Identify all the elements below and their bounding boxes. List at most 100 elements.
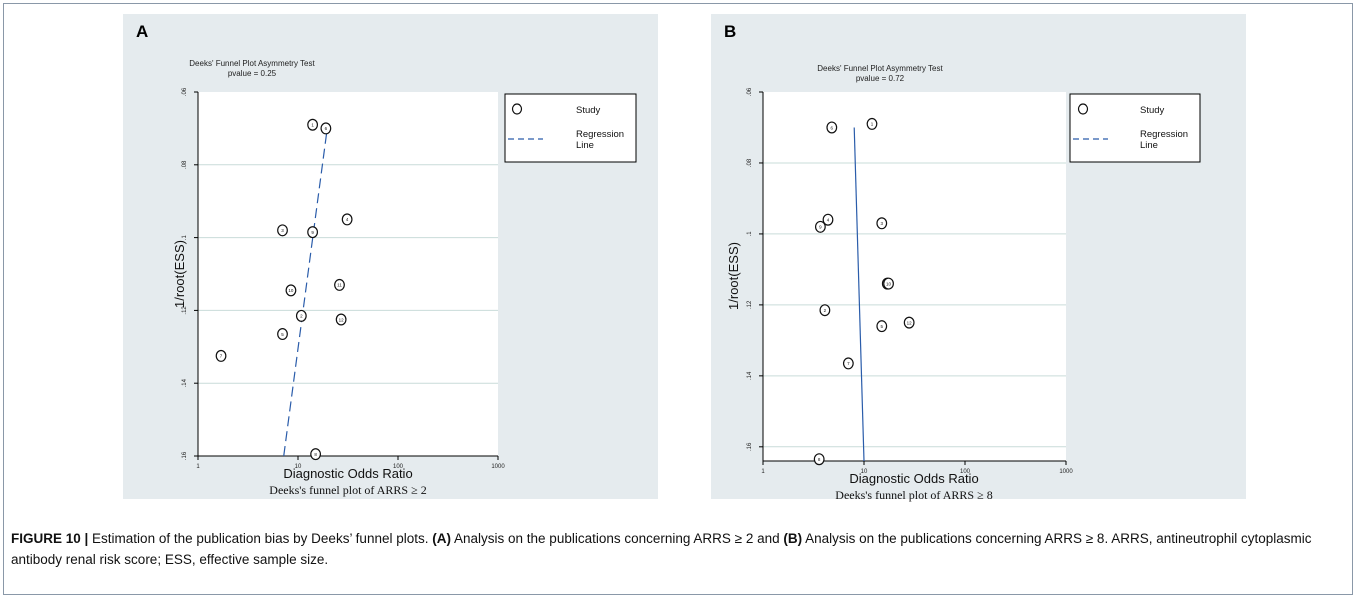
study-point-7: 7 [215, 349, 227, 362]
panel-b-regression-line [853, 127, 865, 462]
study-label: 3 [881, 221, 884, 226]
panel-a-legend-regression: Regression [576, 129, 624, 140]
study-marker [814, 220, 826, 233]
study-marker [320, 122, 332, 135]
regression-line [853, 127, 865, 462]
study-point-4: 4 [341, 213, 353, 226]
study-label: 8 [818, 457, 821, 462]
study-point-9: 9 [307, 226, 319, 239]
study-point-6: 6 [320, 122, 332, 135]
y-tick-label: .08 [747, 158, 753, 167]
x-tick-label: 1000 [491, 464, 505, 470]
study-point-3: 3 [876, 217, 888, 230]
x-tick-label: 100 [960, 469, 971, 475]
study-marker [215, 349, 227, 362]
study-marker [277, 328, 288, 341]
study-label: 4 [827, 218, 830, 223]
y-tick-label: .12 [182, 306, 188, 315]
study-marker [335, 313, 347, 326]
panel-a-label: A [136, 22, 148, 41]
panel-a-legend-line: Line [576, 140, 594, 151]
study-label: 5 [881, 324, 884, 329]
y-tick-label: .06 [182, 87, 188, 96]
study-label: 8 [314, 452, 317, 457]
study-marker [341, 213, 353, 226]
panel-a-subtitle: pvalue = 0.25 [228, 69, 277, 78]
study-point-5: 5 [876, 320, 888, 333]
x-tick-label: 1 [196, 464, 200, 470]
panel-b-legend-study: Study [1140, 105, 1165, 116]
study-point-11: 11 [334, 278, 345, 291]
panel-b-legend-regression: Regression [1140, 129, 1188, 140]
study-marker [876, 320, 888, 333]
study-label: 6 [325, 126, 328, 131]
caption-a-label: (A) [432, 531, 451, 546]
y-tick-label: .16 [747, 442, 753, 451]
caption-b-label: (B) [783, 531, 803, 546]
study-point-7: 7 [842, 357, 854, 370]
study-point-6: 6 [826, 121, 838, 134]
y-tick-label: .12 [747, 300, 753, 309]
study-marker [822, 213, 834, 226]
y-tick-label: .14 [747, 371, 753, 380]
study-label: 5 [281, 332, 284, 337]
study-point-3: 3 [277, 224, 288, 237]
study-label: 2 [824, 308, 827, 313]
panel-a-axes [197, 92, 498, 457]
study-point-1: 1 [866, 117, 878, 130]
y-tick-label: .14 [182, 378, 188, 387]
panel-b-legend-line: Line [1140, 140, 1158, 151]
panel-b-gridlines [763, 162, 1066, 448]
study-label: 10 [886, 281, 892, 286]
figure-caption: FIGURE 10 | Estimation of the publicatio… [11, 528, 1346, 570]
caption-text-3: Analysis on the publications concerning … [11, 531, 1312, 567]
study-point-12: 12 [335, 313, 347, 326]
panel-b-legend: Study Regression Line [1069, 93, 1201, 163]
study-marker [334, 278, 345, 291]
x-tick-label: 10 [295, 464, 302, 470]
panel-a-legend-box [504, 93, 637, 163]
study-point-8: 8 [310, 448, 322, 461]
study-marker [307, 118, 319, 131]
study-label: 9 [311, 230, 314, 235]
panel-a-legend-study: Study [576, 105, 601, 116]
x-tick-label: 10 [861, 469, 868, 475]
y-tick-label: .08 [182, 160, 188, 169]
study-marker [307, 226, 319, 239]
study-label: 11 [337, 283, 342, 288]
panel-b-label: B [724, 22, 736, 41]
panel-b-legend-study-marker [1077, 103, 1089, 115]
study-marker [866, 117, 878, 130]
study-label: 4 [346, 217, 349, 222]
study-point-12: 12 [903, 316, 915, 329]
panel-a-title: Deeks' Funnel Plot Asymmetry Test [189, 59, 315, 68]
study-label: 7 [847, 361, 850, 366]
panel-a-x-axis-label: Diagnostic Odds Ratio [283, 466, 412, 481]
panel-b-axes [762, 92, 1066, 462]
panel-b-x-axis-label: Diagnostic Odds Ratio [849, 471, 978, 486]
study-point-2: 2 [819, 304, 831, 317]
study-label: 9 [819, 225, 822, 230]
panel-b: B Deeks' Funnel Plot Asymmetry Test pval… [711, 14, 1246, 502]
study-label: 12 [907, 320, 913, 325]
y-tick-label: .16 [182, 451, 188, 460]
study-label: 10 [288, 288, 294, 293]
panel-a-plot-area [198, 92, 498, 456]
study-marker [842, 357, 854, 370]
study-point-10: 10 [285, 284, 297, 297]
study-label: 3 [281, 228, 284, 233]
panel-a-legend: Study Regression Line [504, 93, 637, 163]
study-point-5: 5 [277, 328, 288, 341]
panel-b-y-axis-label: 1/root(ESS) [726, 242, 741, 310]
panel-a-legend-study-marker [511, 103, 523, 115]
y-tick-label: .1 [747, 231, 753, 237]
panel-b-subtitle: pvalue = 0.72 [856, 74, 905, 83]
study-marker [883, 277, 894, 290]
study-marker [310, 448, 322, 461]
y-tick-label: .06 [747, 87, 753, 96]
study-marker [813, 453, 825, 466]
regression-line [283, 130, 328, 457]
panel-b-title: Deeks' Funnel Plot Asymmetry Test [817, 64, 943, 73]
